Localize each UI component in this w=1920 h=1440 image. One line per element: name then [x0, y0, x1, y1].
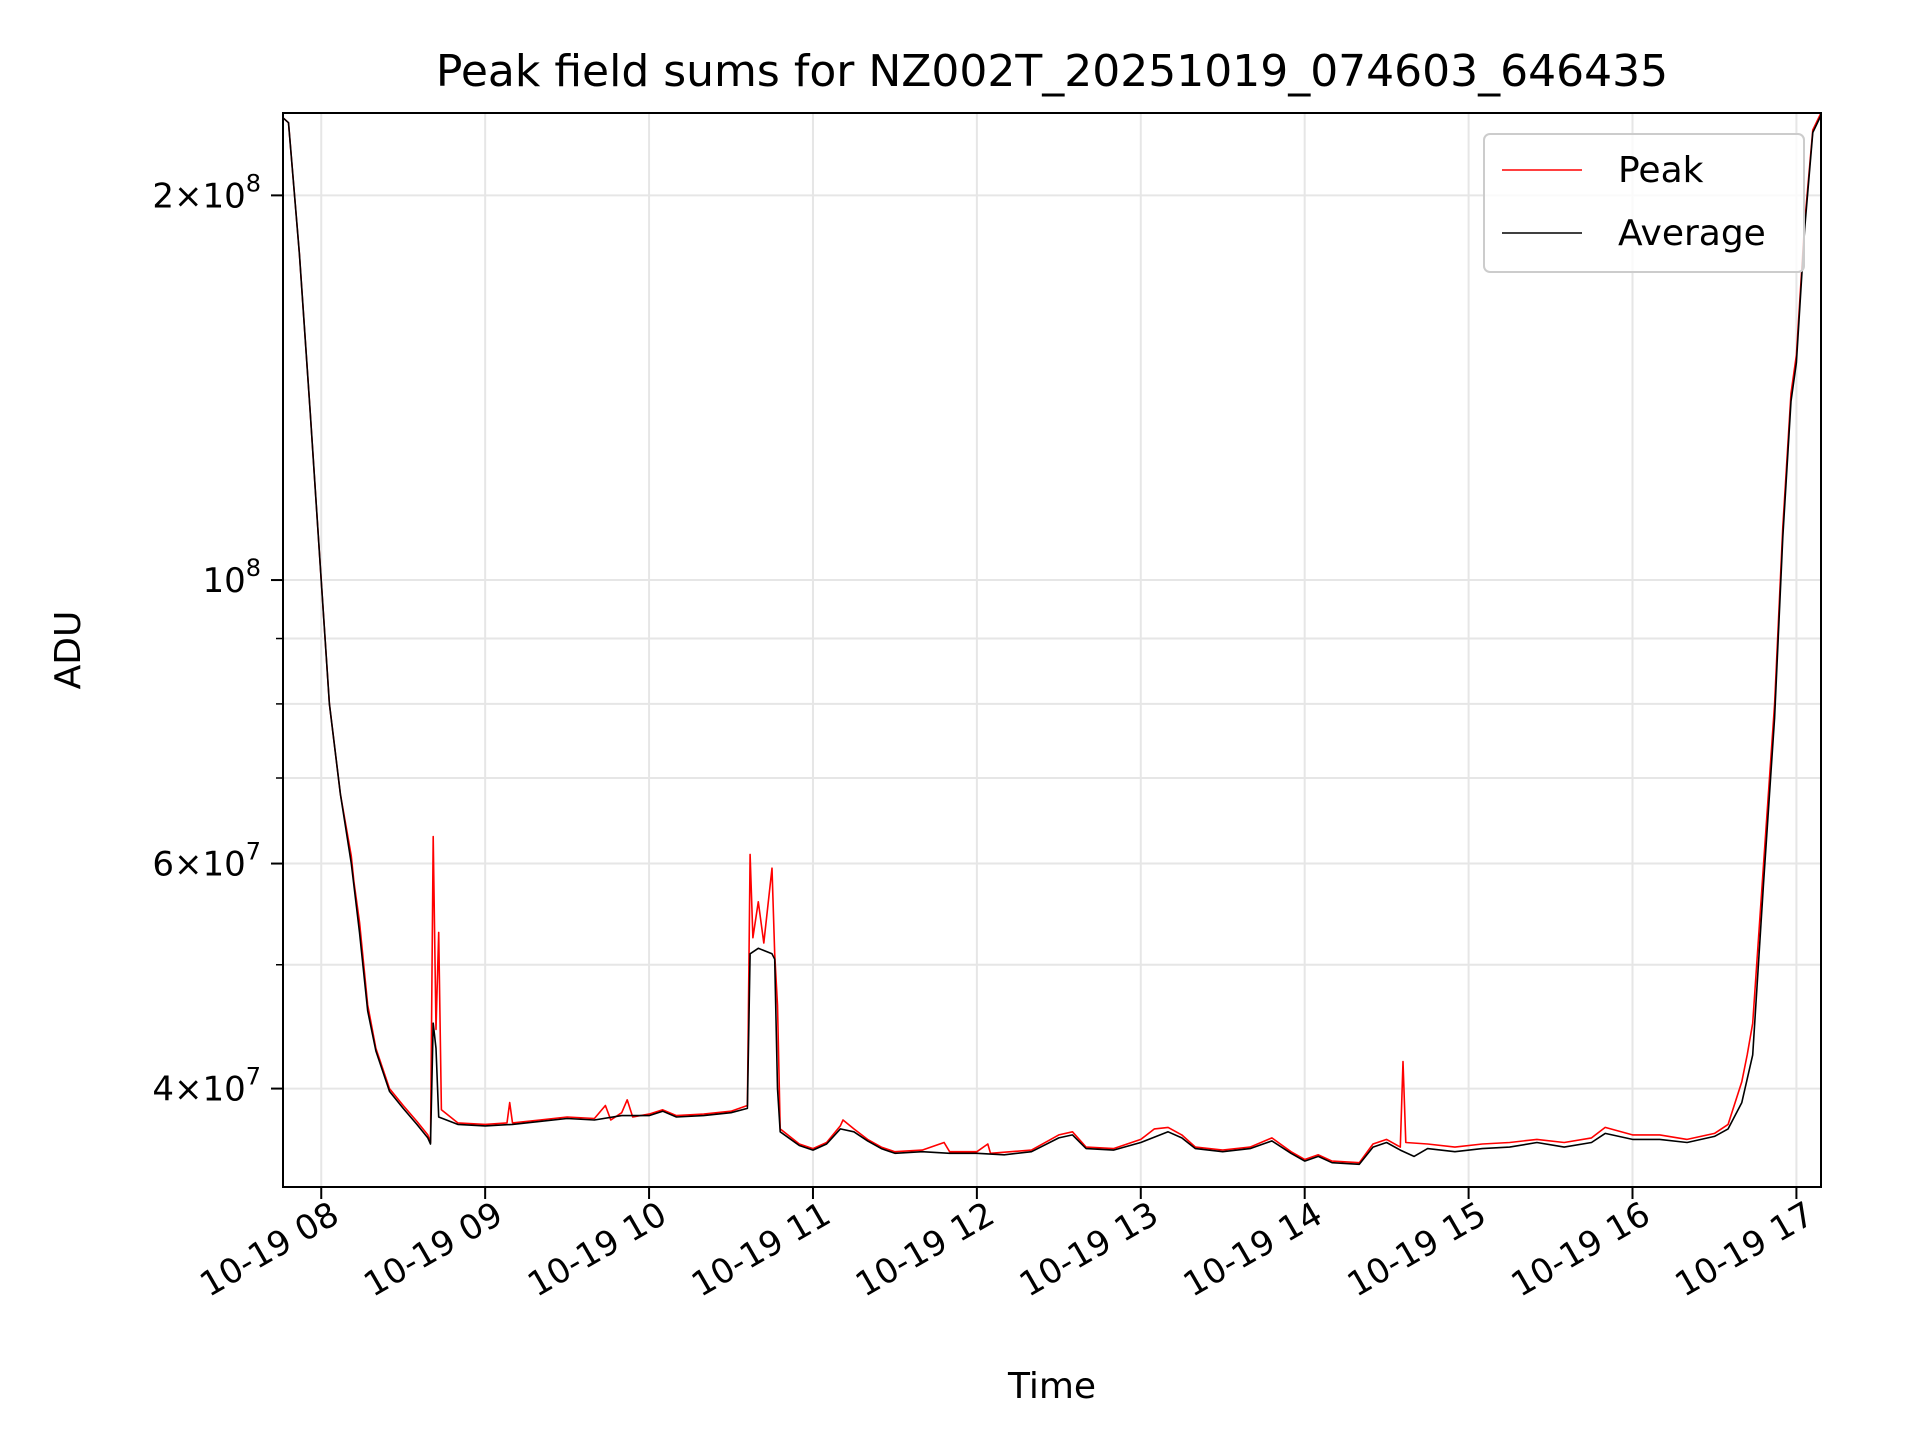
- legend-label-peak: Peak: [1618, 150, 1704, 191]
- y-tick-label: 108: [202, 554, 261, 601]
- series-line-peak: [282, 112, 1822, 1164]
- y-axis: 4×107 6×107 108 2×108: [152, 169, 283, 1110]
- legend: Peak Average: [1483, 133, 1805, 273]
- y-tick-label: 4×107: [152, 1063, 261, 1110]
- chart-title: Peak field sums for NZ002T_20251019_0746…: [436, 46, 1668, 97]
- grid: [283, 113, 1821, 1187]
- legend-label-average: Average: [1618, 213, 1766, 254]
- series-layer: [282, 112, 1822, 1166]
- legend-box: [1483, 133, 1805, 273]
- y-axis-label: ADU: [48, 611, 89, 690]
- plot-frame: [282, 112, 1822, 1188]
- series-line-average: [282, 115, 1822, 1166]
- y-tick-label: 2×108: [152, 169, 261, 216]
- x-axis-label: Time: [1007, 1366, 1096, 1407]
- y-tick-label: 6×107: [152, 838, 261, 885]
